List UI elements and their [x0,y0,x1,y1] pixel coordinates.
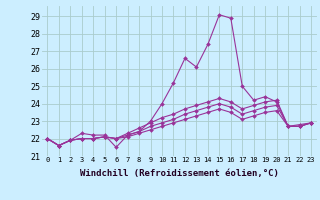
X-axis label: Windchill (Refroidissement éolien,°C): Windchill (Refroidissement éolien,°C) [80,169,279,178]
